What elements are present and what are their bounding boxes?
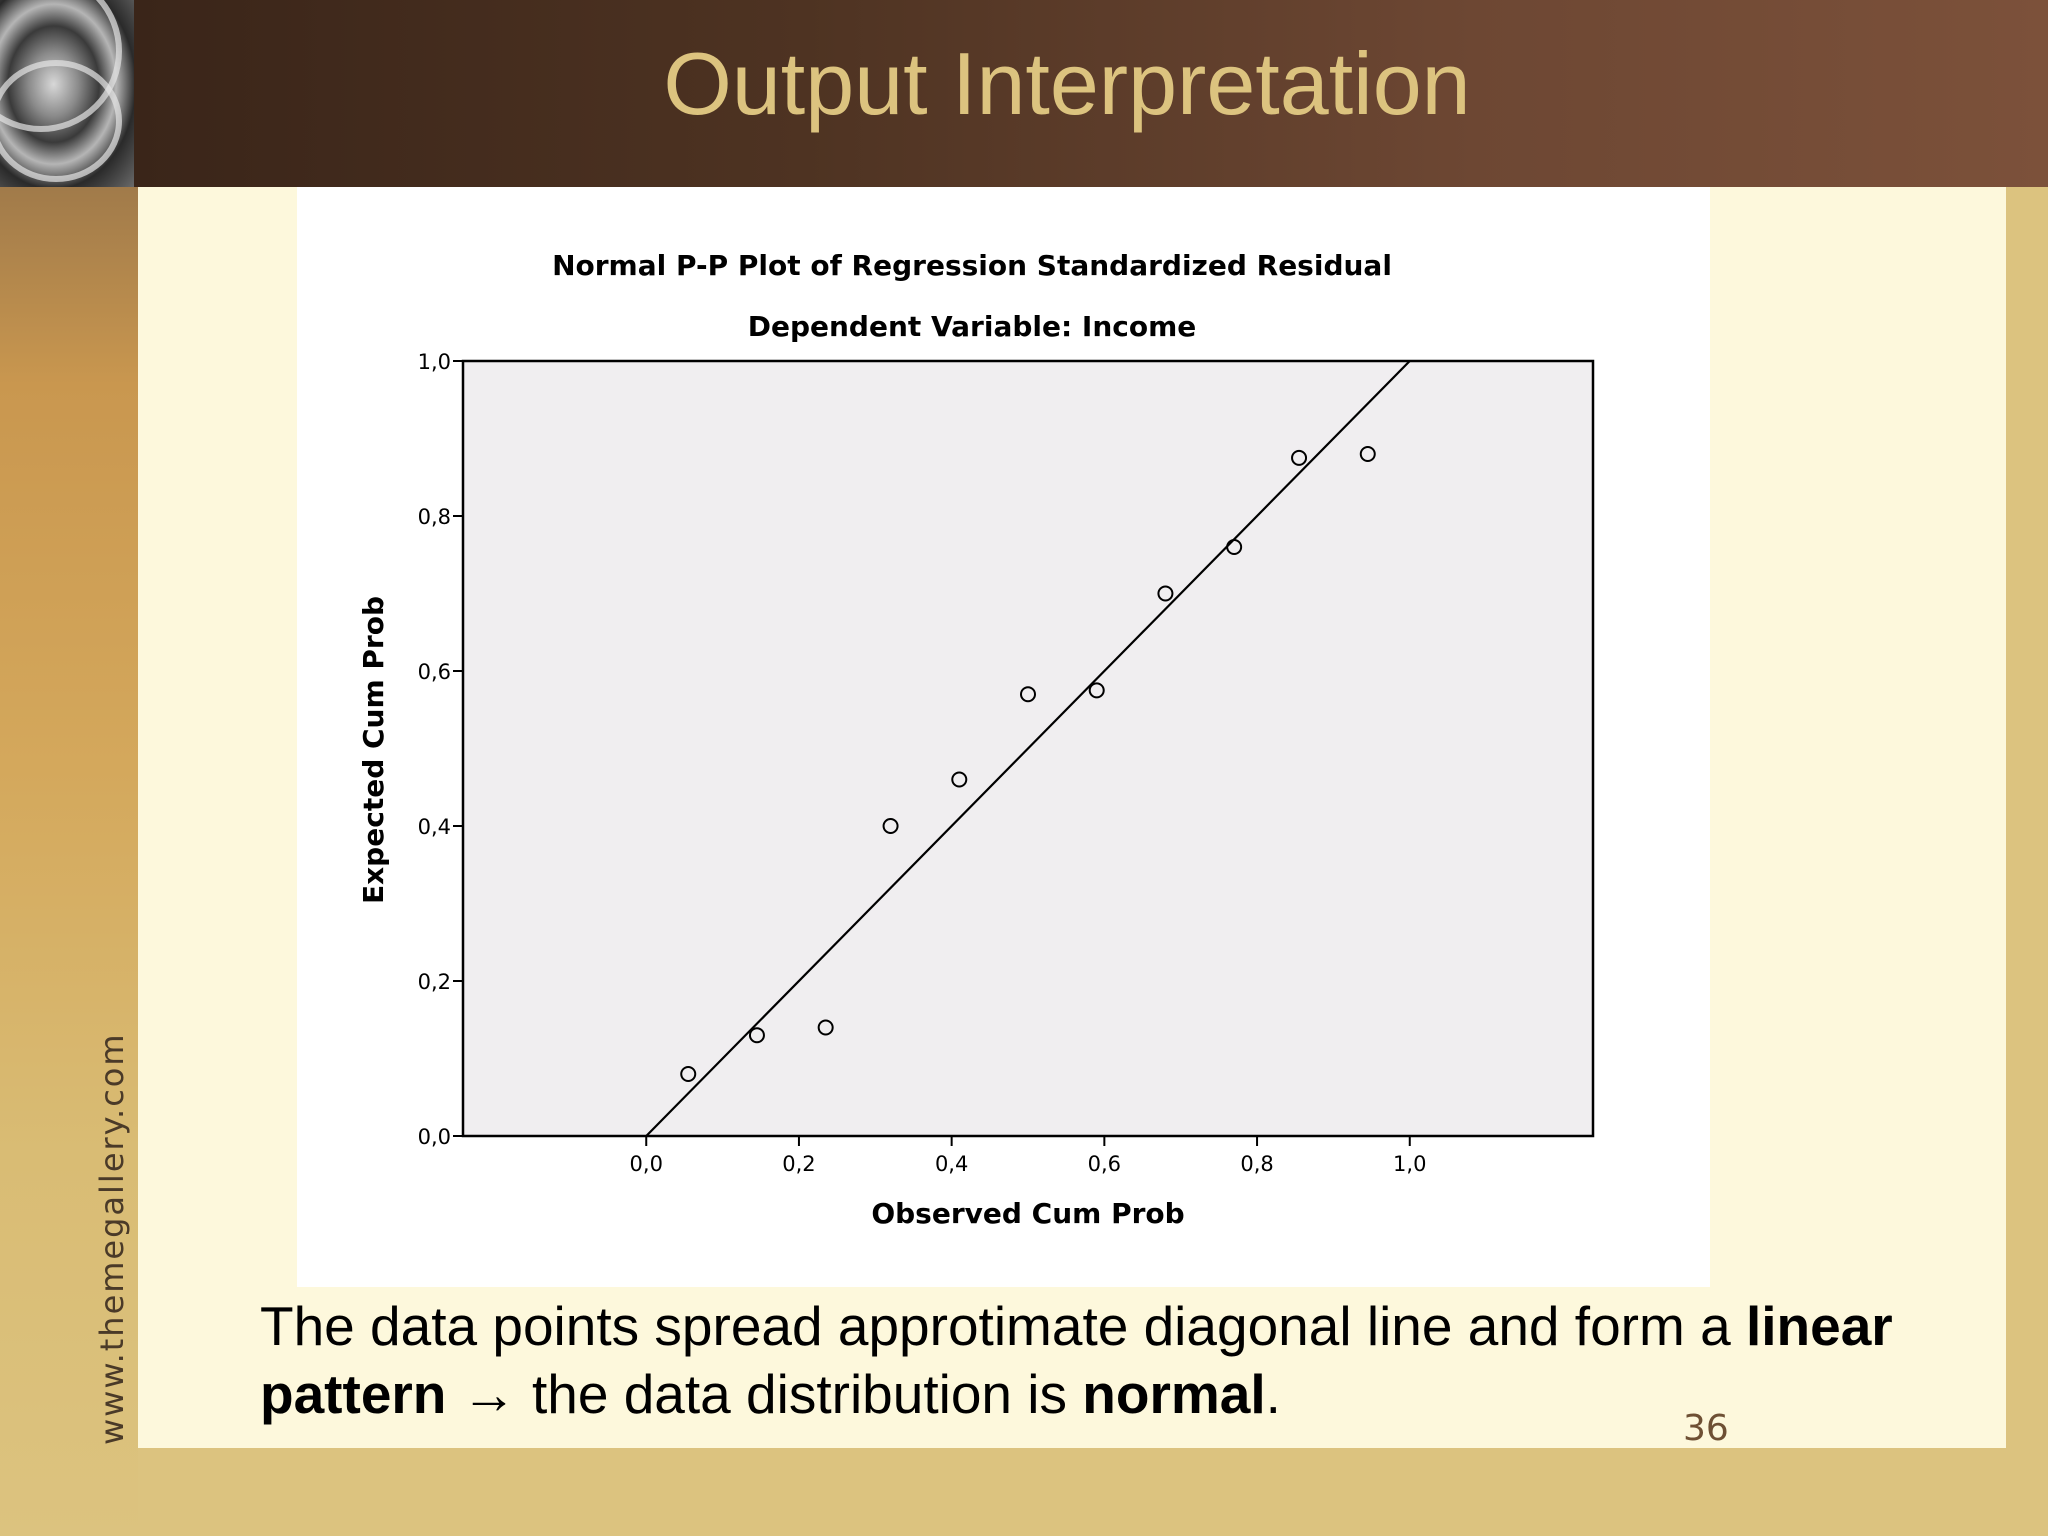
x-tick-label: 0,4: [935, 1152, 968, 1176]
y-tick-label: 0,2: [418, 970, 451, 994]
data-point: [1226, 539, 1243, 555]
data-point: [1157, 585, 1174, 602]
x-tick-label: 0,0: [630, 1152, 663, 1176]
x-tick-label: 1,0: [1393, 1152, 1426, 1176]
page-number: 36: [1683, 1408, 1729, 1449]
y-tick-label: 1,0: [418, 350, 451, 374]
body-bold-pattern: pattern: [260, 1363, 447, 1425]
watermark-url: www.themegallery.com: [93, 1032, 131, 1445]
data-point: [748, 1027, 765, 1044]
body-bold-normal: normal: [1082, 1363, 1266, 1425]
plot-area: [461, 359, 1595, 1138]
body-text-period: .: [1265, 1363, 1281, 1425]
data-point: [1359, 446, 1376, 462]
body-text-part: the data distribution is: [531, 1363, 1083, 1425]
body-text-part: The data points spread approtimate diago…: [260, 1295, 1746, 1357]
data-point: [817, 1019, 834, 1036]
arrow-icon: →: [446, 1363, 532, 1425]
data-point: [1088, 682, 1105, 699]
slide-title: Output Interpretation: [663, 34, 1471, 133]
x-tick-label: 0,6: [1088, 1152, 1121, 1176]
data-point: [1020, 686, 1036, 703]
interpretation-text: The data points spread approtimate diago…: [260, 1292, 2000, 1428]
data-point: [1291, 449, 1308, 466]
body-bold-linear: linear: [1745, 1295, 1893, 1357]
data-point: [951, 771, 968, 788]
y-tick-label: 0,0: [418, 1125, 451, 1149]
reference-diagonal-line: [645, 360, 1411, 1137]
y-axis: 0,0 0,2 0,4 0,6 0,8 1,0: [418, 350, 463, 1149]
x-axis: 0,0 0,2 0,4 0,6 0,8 1,0: [630, 1136, 1426, 1176]
y-axis-label: Expected Cum Prob: [357, 596, 390, 904]
y-tick-label: 0,6: [418, 660, 451, 684]
x-axis-label: Observed Cum Prob: [871, 1197, 1184, 1230]
header-band: [134, 0, 2048, 187]
y-tick-label: 0,8: [418, 505, 451, 529]
chart-subtitle: Dependent Variable: Income: [748, 310, 1197, 343]
chart-image: Normal P-P Plot of Regression Standardiz…: [297, 187, 1710, 1287]
data-points: [680, 446, 1376, 1082]
corner-photo: [0, 0, 134, 187]
data-point: [882, 818, 899, 834]
chart-title: Normal P-P Plot of Regression Standardiz…: [552, 249, 1392, 282]
x-tick-label: 0,2: [782, 1152, 815, 1176]
left-decor-band: [0, 0, 138, 1536]
pp-plot: Normal P-P Plot of Regression Standardiz…: [357, 249, 1595, 1230]
y-tick-label: 0,4: [418, 815, 451, 839]
x-tick-label: 0,8: [1240, 1152, 1273, 1176]
data-point: [680, 1066, 697, 1082]
